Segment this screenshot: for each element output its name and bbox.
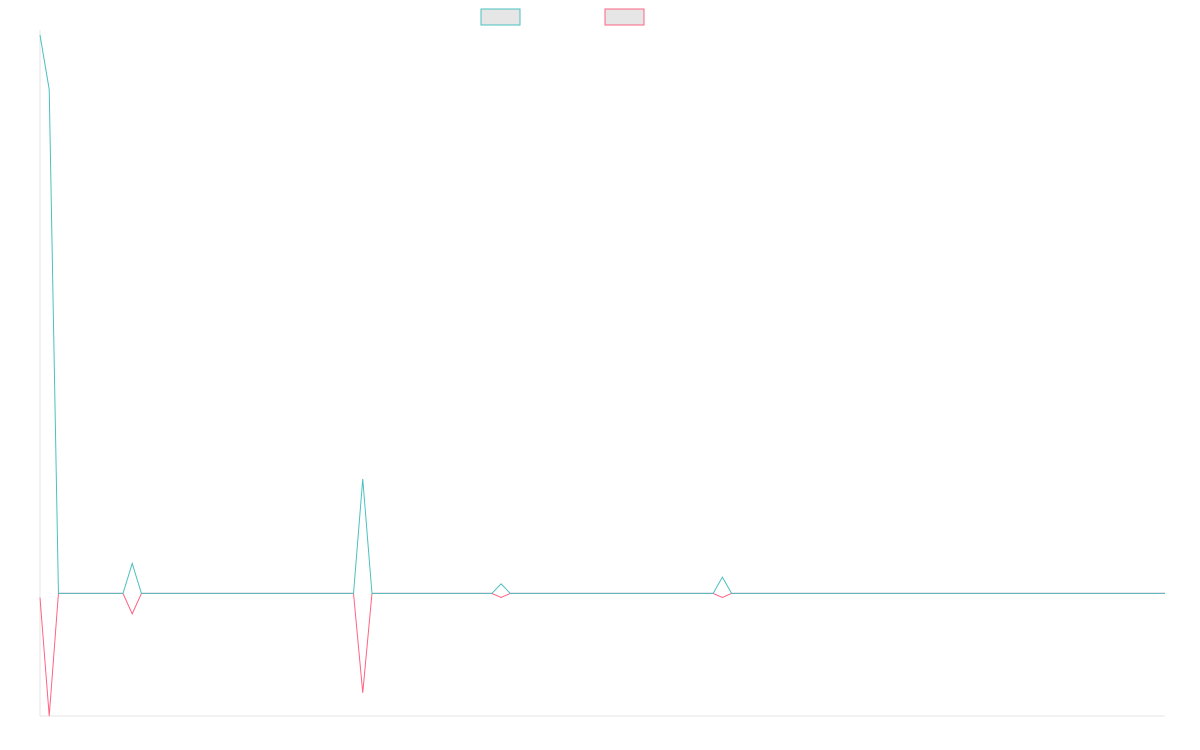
series-line-series-a[interactable] [39, 34, 1165, 594]
legend[interactable] [480, 8, 645, 26]
legend-swatch-series-b[interactable] [604, 8, 645, 26]
series-line-series-b[interactable] [39, 592, 1165, 717]
plot-area [39, 34, 1165, 717]
legend-swatch-series-a[interactable] [480, 8, 521, 26]
axes [39, 30, 1165, 717]
